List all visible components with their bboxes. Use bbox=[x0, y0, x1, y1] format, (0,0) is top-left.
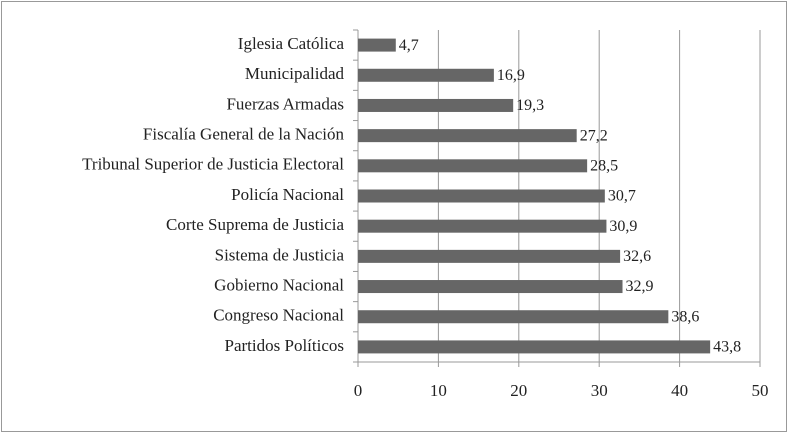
y-tick-label: Iglesia Católica bbox=[238, 34, 345, 53]
y-tick-label: Sistema de Justicia bbox=[215, 245, 345, 264]
y-tick-label: Policía Nacional bbox=[231, 185, 344, 204]
y-tick-label: Fiscalía General de la Nación bbox=[143, 125, 345, 144]
x-tick-label: 40 bbox=[671, 381, 688, 400]
x-tick-label: 10 bbox=[430, 381, 447, 400]
value-label: 28,5 bbox=[590, 157, 618, 174]
value-label: 30,7 bbox=[608, 188, 636, 205]
bar bbox=[358, 189, 605, 203]
value-label: 27,2 bbox=[580, 127, 608, 144]
bar bbox=[358, 159, 588, 173]
x-tick-label: 0 bbox=[354, 381, 363, 400]
value-label: 4,7 bbox=[399, 37, 419, 54]
value-label: 16,9 bbox=[497, 67, 525, 84]
bar bbox=[358, 68, 494, 82]
bar bbox=[358, 280, 623, 294]
x-tick-label: 20 bbox=[510, 381, 527, 400]
bar bbox=[358, 249, 621, 263]
bar bbox=[358, 98, 514, 112]
y-tick-label: Gobierno Nacional bbox=[214, 275, 344, 294]
value-label: 32,6 bbox=[623, 248, 651, 265]
y-tick-label: Fuerzas Armadas bbox=[226, 94, 344, 113]
bar bbox=[358, 310, 669, 324]
bar bbox=[358, 38, 396, 52]
y-tick-label: Corte Suprema de Justicia bbox=[166, 215, 344, 234]
y-tick-label: Partidos Políticos bbox=[225, 336, 344, 355]
bar bbox=[358, 340, 711, 354]
y-tick-label: Congreso Nacional bbox=[213, 306, 344, 325]
value-label: 43,8 bbox=[713, 339, 741, 356]
y-tick-label: Municipalidad bbox=[245, 64, 345, 83]
value-label: 30,9 bbox=[609, 218, 637, 235]
value-label: 19,3 bbox=[516, 97, 544, 114]
x-tick-label: 50 bbox=[752, 381, 769, 400]
value-label: 38,6 bbox=[671, 308, 699, 325]
value-label: 32,9 bbox=[626, 278, 654, 295]
y-tick-label: Tribunal Superior de Justicia Electoral bbox=[82, 155, 344, 174]
bar bbox=[358, 219, 607, 233]
bar bbox=[358, 129, 577, 143]
x-tick-label: 30 bbox=[591, 381, 608, 400]
